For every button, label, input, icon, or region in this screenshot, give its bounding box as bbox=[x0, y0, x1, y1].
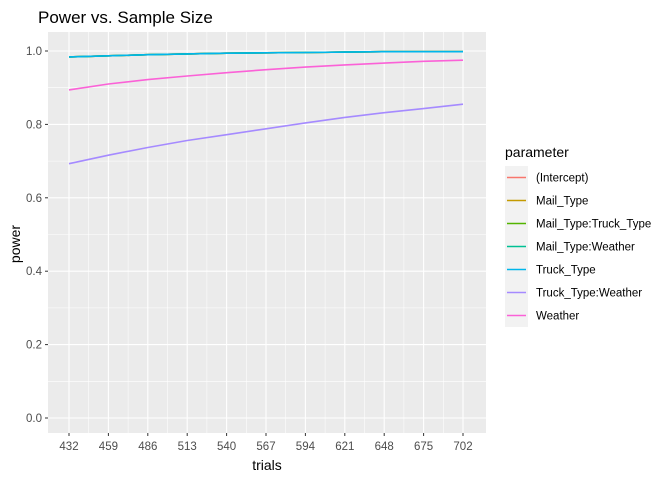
series-line bbox=[68, 103, 464, 165]
legend-label: Mail_Type bbox=[536, 196, 588, 208]
x-axis-title: trials bbox=[252, 457, 282, 473]
legend: parameter (Intercept) Mail_Type Mail_Type:… bbox=[505, 144, 651, 327]
legend-label: Weather bbox=[536, 311, 579, 323]
legend-label: Mail_Type:Truck_Type bbox=[536, 219, 651, 231]
legend-label: Truck_Type:Weather bbox=[536, 288, 642, 300]
y-axis-ticks: 0.0 0.2 0.4 0.6 0.8 1.0 bbox=[26, 46, 48, 425]
x-tick-label: 702 bbox=[453, 441, 472, 453]
minor-gridlines bbox=[48, 32, 486, 433]
y-tick-label: 0.0 bbox=[26, 413, 42, 425]
x-axis-ticks: 432 459 486 513 540 567 594 621 648 675 702 bbox=[59, 433, 473, 453]
legend-title: parameter bbox=[505, 144, 569, 160]
x-tick-label: 459 bbox=[99, 441, 118, 453]
x-tick-label: 486 bbox=[138, 441, 157, 453]
x-tick-label: 648 bbox=[375, 441, 394, 453]
x-tick-label: 540 bbox=[217, 441, 236, 453]
x-tick-label: 594 bbox=[296, 441, 316, 453]
legend-label: Mail_Type:Weather bbox=[536, 242, 635, 254]
series-line bbox=[68, 50, 463, 58]
chart-title: Power vs. Sample Size bbox=[38, 8, 213, 27]
major-gridlines bbox=[48, 32, 486, 433]
series-line bbox=[68, 59, 464, 91]
x-tick-label: 675 bbox=[414, 441, 433, 453]
y-axis-title: power bbox=[7, 225, 23, 263]
y-tick-label: 0.4 bbox=[26, 266, 43, 278]
x-tick-label: 513 bbox=[178, 441, 197, 453]
y-tick-label: 0.6 bbox=[26, 193, 42, 205]
x-tick-label: 567 bbox=[256, 441, 275, 453]
plot-panel bbox=[48, 32, 486, 433]
legend-label: (Intercept) bbox=[536, 173, 589, 185]
series-lines bbox=[68, 50, 464, 165]
x-tick-label: 621 bbox=[335, 441, 354, 453]
y-tick-label: 0.2 bbox=[26, 340, 42, 352]
y-tick-label: 1.0 bbox=[26, 46, 42, 58]
x-tick-label: 432 bbox=[59, 441, 78, 453]
legend-label: Truck_Type bbox=[536, 265, 596, 277]
y-tick-label: 0.8 bbox=[26, 119, 42, 131]
